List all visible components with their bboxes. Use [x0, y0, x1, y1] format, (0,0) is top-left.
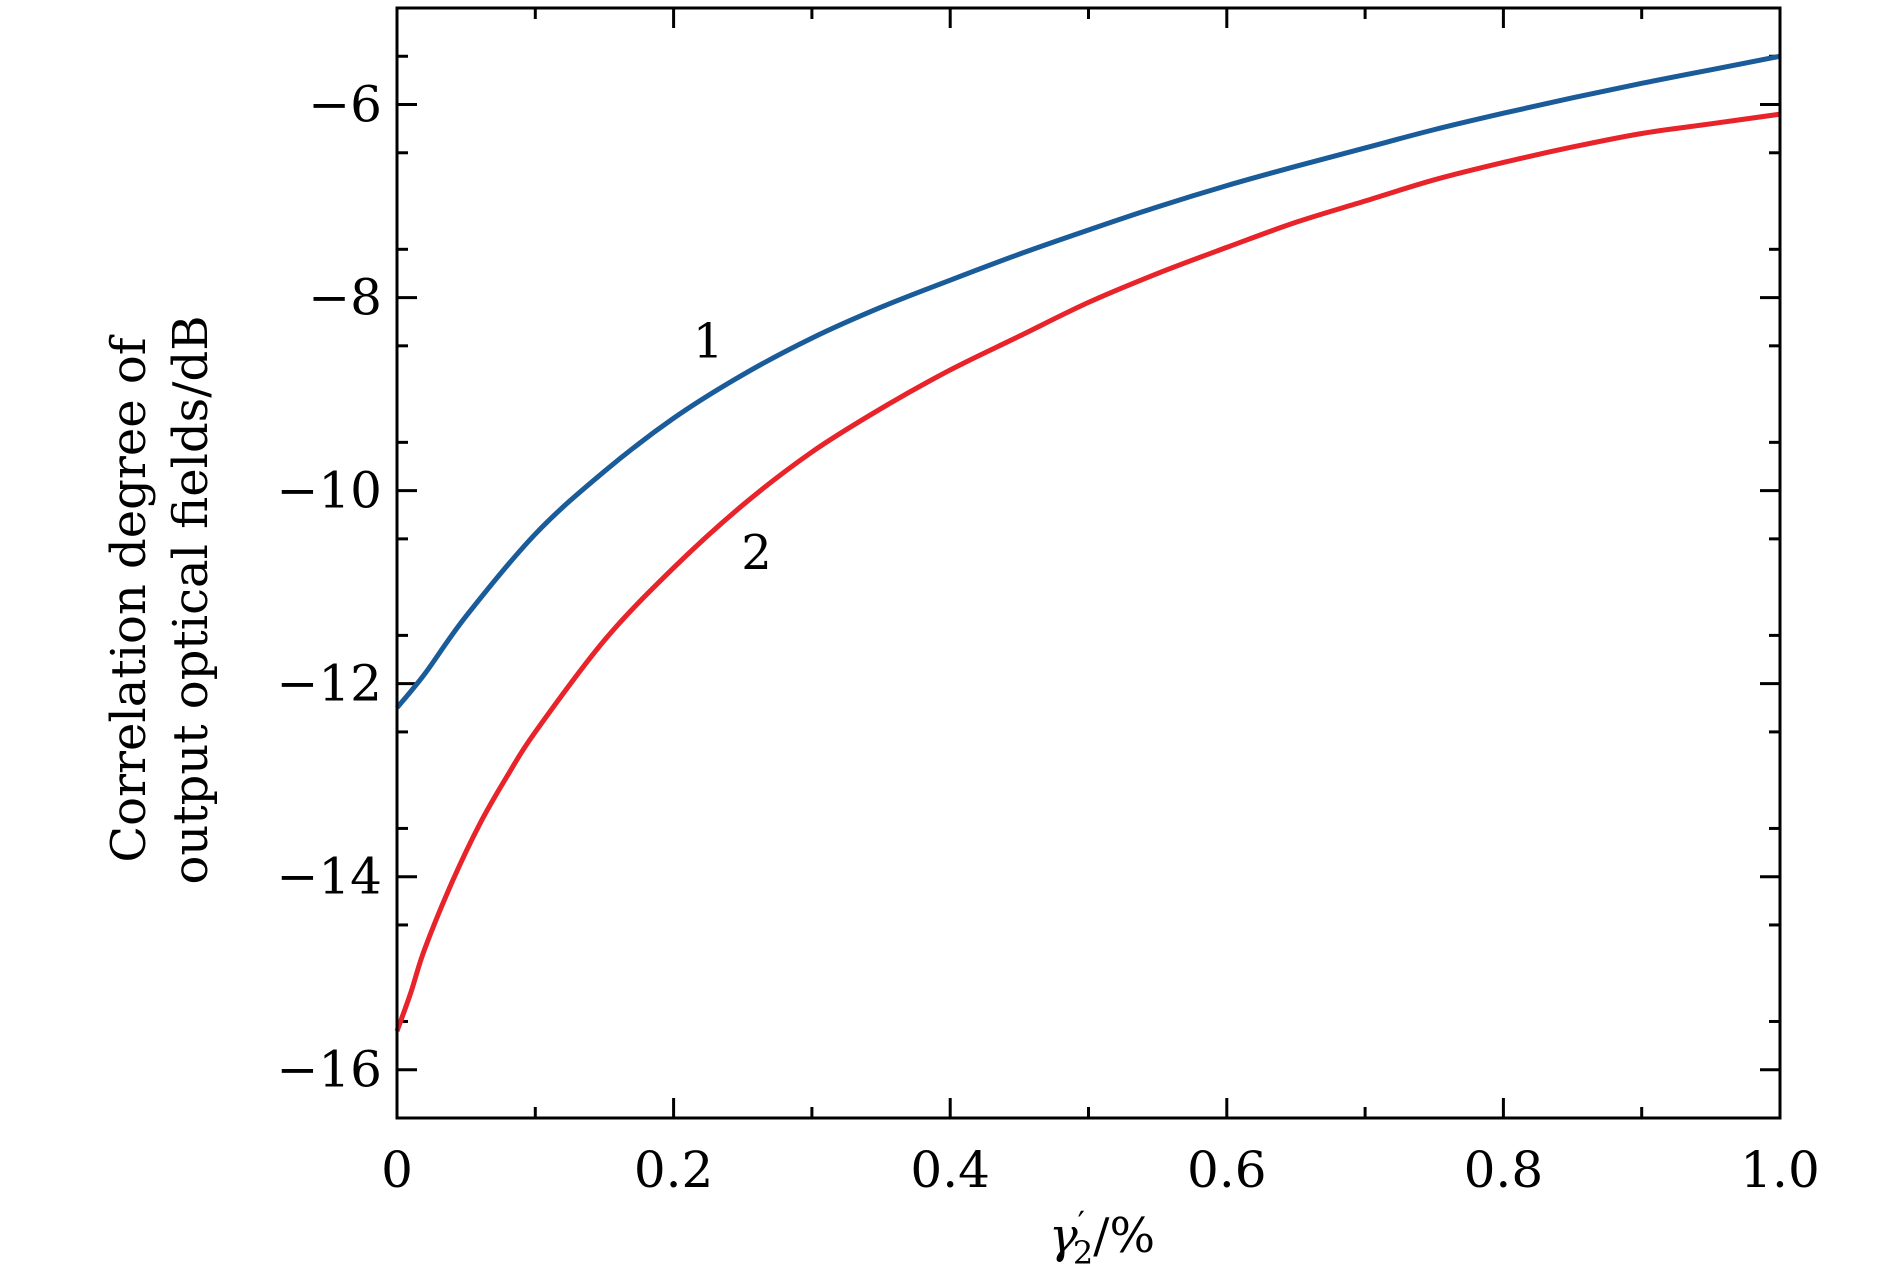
x-tick-label: 1.0: [1740, 1141, 1820, 1199]
y-tick-label: −14: [276, 848, 382, 906]
plot-frame: [395, 6, 1782, 1120]
x-axis-title: γ′ 2/%: [1049, 1204, 1155, 1272]
y-axis-ticks: [397, 54, 1780, 1120]
x-tick-label: 0.4: [910, 1141, 990, 1199]
curve-label-2: 2: [741, 525, 772, 581]
y-axis-title-line2: output optical fields/dB: [163, 316, 219, 885]
x-tick-label: 0.6: [1187, 1141, 1267, 1199]
x-tick-label: 0: [381, 1141, 413, 1199]
series-line-1: [395, 53, 1781, 710]
x-tick-label: 0.8: [1464, 1141, 1544, 1199]
series-line-2: [394, 111, 1781, 1032]
y-tick-label: −6: [308, 76, 382, 134]
y-axis-tick-labels: −16 −14 −12 −10 −8 −6: [276, 76, 382, 1099]
y-tick-label: −16: [276, 1041, 382, 1099]
x-axis-tick-labels: 0 0.2 0.4 0.6 0.8 1.0: [381, 1141, 1820, 1199]
x-axis-symbol: γ: [1049, 1208, 1078, 1264]
y-tick-label: −10: [276, 462, 382, 520]
x-axis-prime: ′: [1078, 1204, 1085, 1242]
y-tick-label: −12: [276, 655, 382, 713]
x-axis-ticks: [395, 8, 1782, 1118]
x-axis-subscript: 2: [1073, 1234, 1093, 1272]
y-tick-label: −8: [308, 269, 382, 327]
curve-label-1: 1: [693, 313, 724, 369]
x-tick-label: 0.2: [634, 1141, 714, 1199]
series-lines: [394, 53, 1781, 1032]
curve-labels: 12: [693, 313, 772, 580]
y-axis-title-line1: Correlation degree of: [101, 334, 157, 862]
x-axis-unit: /%: [1093, 1208, 1155, 1264]
